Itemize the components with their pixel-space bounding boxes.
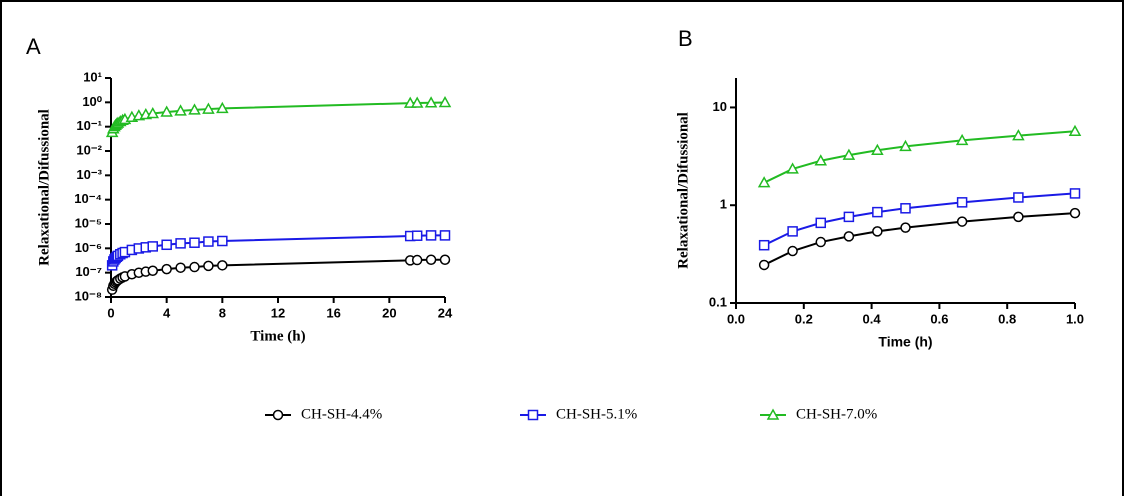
marker — [1069, 188, 1081, 199]
x-tick-label: 12 — [271, 305, 285, 320]
marker — [425, 230, 437, 241]
y-tick-label: 10⁻⁶ — [75, 240, 102, 255]
x-tick-label: 0.4 — [863, 311, 882, 326]
marker — [955, 133, 969, 146]
marker — [216, 101, 229, 114]
marker — [1069, 207, 1081, 219]
y-tick-label: 10⁻⁴ — [74, 191, 102, 206]
marker — [1012, 129, 1025, 141]
series-line — [763, 192, 1076, 247]
marker — [815, 217, 826, 229]
x-tick-label: 8 — [219, 305, 226, 320]
series-line — [111, 101, 446, 133]
marker — [411, 230, 423, 241]
marker — [815, 236, 826, 248]
marker — [203, 236, 214, 247]
y-tick-label: 10⁻³ — [76, 167, 102, 182]
marker — [787, 245, 798, 257]
legend-label: CH-SH-5.1% — [556, 406, 637, 422]
y-tick-label: 10⁻⁵ — [75, 215, 102, 230]
marker — [758, 239, 770, 251]
marker — [202, 102, 215, 114]
y-axis-title: Relaxational/Difussional — [36, 109, 52, 266]
y-tick-label: 10⁻⁸ — [75, 288, 102, 303]
marker — [188, 103, 201, 115]
x-tick-label: 1.0 — [1066, 311, 1084, 326]
y-tick-label: 10⁰ — [82, 94, 102, 109]
x-tick-label: 0.6 — [930, 311, 948, 326]
y-tick-label: 0.1 — [709, 294, 727, 309]
marker — [814, 154, 828, 166]
x-tick-label: 20 — [382, 305, 396, 320]
marker — [1068, 124, 1082, 137]
series-line — [111, 258, 445, 290]
marker — [1013, 192, 1024, 203]
marker — [766, 408, 780, 420]
marker — [161, 239, 172, 251]
marker — [160, 105, 173, 117]
marker — [175, 238, 186, 249]
marker — [439, 230, 451, 241]
y-tick-label: 10 — [713, 99, 727, 114]
marker — [217, 260, 228, 271]
x-tick-label: 16 — [326, 305, 340, 320]
marker — [956, 216, 968, 227]
marker — [900, 203, 911, 214]
y-tick-label: 1 — [720, 197, 727, 212]
x-axis-title: Time (h) — [878, 334, 932, 350]
marker — [411, 254, 423, 266]
marker — [843, 231, 855, 242]
y-axis-title: Relaxational/Difussional — [675, 112, 691, 269]
marker — [174, 104, 187, 116]
y-tick-label: 10⁻⁷ — [75, 264, 102, 279]
panel-label: B — [678, 26, 693, 51]
marker — [843, 211, 855, 223]
marker — [203, 260, 214, 272]
marker — [1013, 211, 1024, 223]
marker — [217, 235, 228, 247]
x-axis-title: Time (h) — [250, 328, 305, 344]
legend-label: CH-SH-7.0% — [796, 406, 877, 422]
marker — [787, 226, 798, 237]
x-tick-label: 24 — [438, 305, 453, 320]
marker — [175, 262, 186, 273]
marker — [424, 96, 438, 108]
panel-label: A — [26, 34, 41, 59]
x-tick-label: 4 — [163, 305, 171, 320]
marker — [439, 254, 451, 265]
marker — [842, 148, 856, 160]
x-tick-label: 0.0 — [727, 311, 745, 326]
marker — [161, 263, 172, 275]
marker — [956, 197, 968, 208]
marker — [410, 96, 424, 108]
marker — [438, 96, 452, 108]
series-line — [763, 212, 1076, 266]
marker — [872, 206, 883, 218]
marker — [272, 409, 284, 421]
marker — [527, 409, 539, 421]
x-tick-label: 0.2 — [795, 311, 813, 326]
y-tick-label: 10⁻² — [76, 142, 102, 157]
marker — [900, 222, 911, 233]
marker — [189, 237, 200, 248]
marker — [758, 259, 770, 271]
marker — [757, 176, 771, 188]
marker — [189, 261, 200, 273]
marker — [146, 107, 160, 119]
x-tick-label: 0 — [107, 305, 114, 320]
y-tick-label: 10¹ — [83, 69, 102, 84]
marker — [425, 254, 437, 265]
marker — [147, 265, 158, 276]
marker — [871, 143, 884, 155]
marker — [872, 226, 883, 237]
marker — [147, 241, 158, 252]
marker — [899, 139, 912, 152]
series-line — [763, 130, 1076, 184]
marker — [786, 162, 799, 174]
legend-label: CH-SH-4.4% — [301, 406, 382, 422]
x-tick-label: 0.8 — [998, 311, 1016, 326]
y-tick-label: 10⁻¹ — [76, 118, 102, 133]
